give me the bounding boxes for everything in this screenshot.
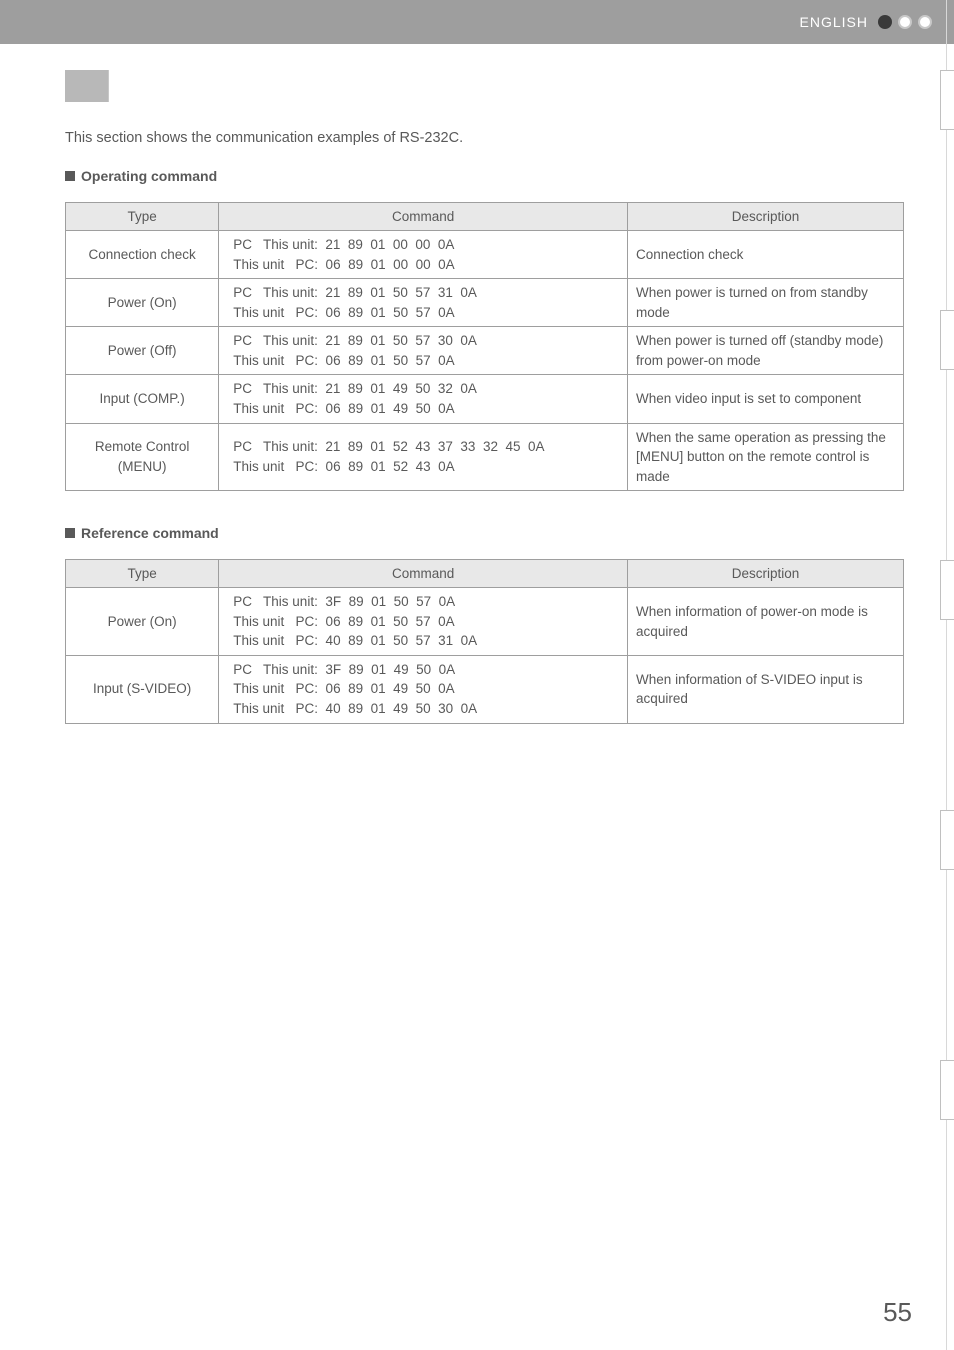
table-row: Connection check PC This unit: 21 89 01 … [66, 231, 904, 279]
cell-type: Power (On) [66, 588, 219, 656]
cell-description: When the same operation as pressing the … [628, 423, 904, 491]
col-command: Command [219, 203, 628, 231]
section-heading-reference: Reference command [65, 525, 904, 541]
section-tab [65, 70, 109, 102]
section-heading-operating: Operating command [65, 168, 904, 184]
col-description: Description [628, 560, 904, 588]
operating-command-table: Type Command Description Connection chec… [65, 202, 904, 491]
cell-description: When power is turned off (standby mode) … [628, 327, 904, 375]
table-row: Input (S-VIDEO) PC This unit: 3F 89 01 4… [66, 655, 904, 723]
square-bullet-icon [65, 528, 75, 538]
cell-type: Power (On) [66, 279, 219, 327]
square-bullet-icon [65, 171, 75, 181]
table-row: Power (On) PC This unit: 3F 89 01 50 57 … [66, 588, 904, 656]
cell-description: When power is turned on from standby mod… [628, 279, 904, 327]
heading-text: Operating command [81, 168, 217, 184]
side-tab [940, 810, 954, 870]
col-description: Description [628, 203, 904, 231]
intro-text: This section shows the communication exa… [65, 130, 904, 146]
side-tab [940, 1060, 954, 1120]
table-row: Power (On) PC This unit: 21 89 01 50 57 … [66, 279, 904, 327]
cell-command: PC This unit: 3F 89 01 50 57 0A This uni… [219, 588, 628, 656]
reference-command-table: Type Command Description Power (On) PC T… [65, 559, 904, 723]
cell-description: When video input is set to component [628, 375, 904, 423]
side-tabs [938, 0, 954, 1350]
side-tab [940, 560, 954, 620]
table-row: Remote Control (MENU) PC This unit: 21 8… [66, 423, 904, 491]
col-type: Type [66, 560, 219, 588]
side-tab [940, 310, 954, 370]
page-number: 55 [883, 1297, 912, 1328]
cell-description: Connection check [628, 231, 904, 279]
cell-command: PC This unit: 3F 89 01 49 50 0A This uni… [219, 655, 628, 723]
side-tab [940, 70, 954, 130]
side-divider [946, 0, 947, 1350]
dot-inactive-icon [898, 15, 912, 29]
dot-inactive-icon [918, 15, 932, 29]
top-header: ENGLISH [0, 0, 954, 44]
cell-description: When information of S-VIDEO input is acq… [628, 655, 904, 723]
cell-type: Power (Off) [66, 327, 219, 375]
page-content: This section shows the communication exa… [0, 70, 954, 724]
cell-type: Input (COMP.) [66, 375, 219, 423]
cell-command: PC This unit: 21 89 01 00 00 0A This uni… [219, 231, 628, 279]
cell-command: PC This unit: 21 89 01 52 43 37 33 32 45… [219, 423, 628, 491]
language-label: ENGLISH [800, 14, 868, 30]
cell-command: PC This unit: 21 89 01 50 57 31 0A This … [219, 279, 628, 327]
cell-type: Input (S-VIDEO) [66, 655, 219, 723]
dot-active-icon [878, 15, 892, 29]
cell-type: Remote Control (MENU) [66, 423, 219, 491]
page-indicator-dots [878, 15, 932, 29]
col-command: Command [219, 560, 628, 588]
col-type: Type [66, 203, 219, 231]
cell-command: PC This unit: 21 89 01 50 57 30 0A This … [219, 327, 628, 375]
cell-description: When information of power-on mode is acq… [628, 588, 904, 656]
heading-text: Reference command [81, 525, 219, 541]
table-row: Input (COMP.) PC This unit: 21 89 01 49 … [66, 375, 904, 423]
table-header-row: Type Command Description [66, 560, 904, 588]
table-row: Power (Off) PC This unit: 21 89 01 50 57… [66, 327, 904, 375]
cell-command: PC This unit: 21 89 01 49 50 32 0A This … [219, 375, 628, 423]
cell-type: Connection check [66, 231, 219, 279]
table-header-row: Type Command Description [66, 203, 904, 231]
